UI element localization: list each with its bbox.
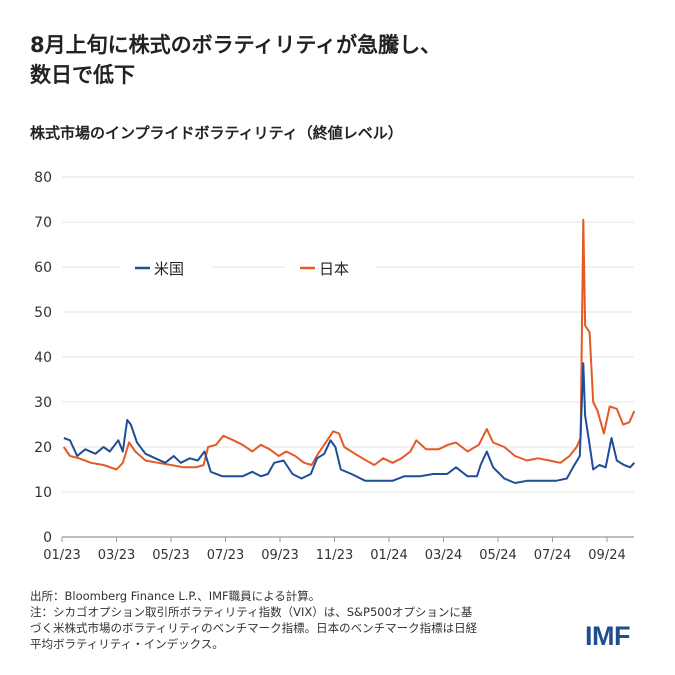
note-line: づく米株式市場のボラティリティのベンチマーク指標。日本のベンチマーク指標は日経	[30, 621, 478, 635]
legend-label-us: 米国	[154, 260, 184, 278]
source-line: 出所：Bloomberg Finance L.P.、IMF職員による計算。	[30, 589, 321, 603]
title-line-2: 数日で低下	[30, 63, 135, 87]
source-notes: 出所：Bloomberg Finance L.P.、IMF職員による計算。 注：…	[30, 588, 477, 652]
y-tick-label: 70	[34, 215, 52, 231]
x-tick-label: 05/23	[152, 548, 189, 563]
page-title: 8月上旬に株式のボラティリティが急騰し、 数日で低下	[30, 30, 441, 90]
y-tick-label: 60	[34, 260, 52, 276]
chart-title: 株式市場のインプライドボラティリティ（終値レベル）	[30, 124, 403, 142]
x-tick-label: 01/24	[370, 548, 407, 563]
x-tick-label: 09/24	[588, 548, 625, 563]
y-tick-label: 40	[34, 350, 52, 366]
y-tick-label: 80	[34, 170, 52, 186]
series-line-japan	[62, 218, 636, 471]
note-line: 平均ボラティリティ・インデックス。	[30, 637, 224, 651]
legend-label-japan: 日本	[319, 260, 349, 278]
x-tick-label: 07/24	[534, 548, 571, 563]
note-line: 注：シカゴオプション取引所ボラティリティ指数（VIX）は、S&P500オプション…	[30, 605, 473, 619]
y-tick-label: 0	[43, 530, 52, 546]
imf-logo: IMF	[585, 621, 631, 651]
y-tick-label: 10	[34, 485, 52, 501]
line-chart: 0 10 20 30 40 50 60 70 80 01/23 03/23 05/23 07/23 09/…	[34, 170, 636, 563]
x-tick-label: 05/24	[479, 548, 516, 563]
series-line-us	[63, 362, 636, 484]
x-tick-label: 03/23	[98, 548, 135, 563]
title-line-1: 8月上旬に株式のボラティリティが急騰し、	[30, 33, 442, 57]
y-tick-label: 20	[34, 440, 52, 456]
y-tick-label: 50	[34, 305, 52, 321]
x-tick-label: 01/23	[43, 548, 80, 563]
x-tick-label: 07/23	[207, 548, 244, 563]
x-tick-label: 03/24	[425, 548, 462, 563]
y-tick-label: 30	[34, 395, 52, 411]
x-tick-label: 11/23	[316, 548, 353, 563]
x-tick-label: 09/23	[261, 548, 298, 563]
